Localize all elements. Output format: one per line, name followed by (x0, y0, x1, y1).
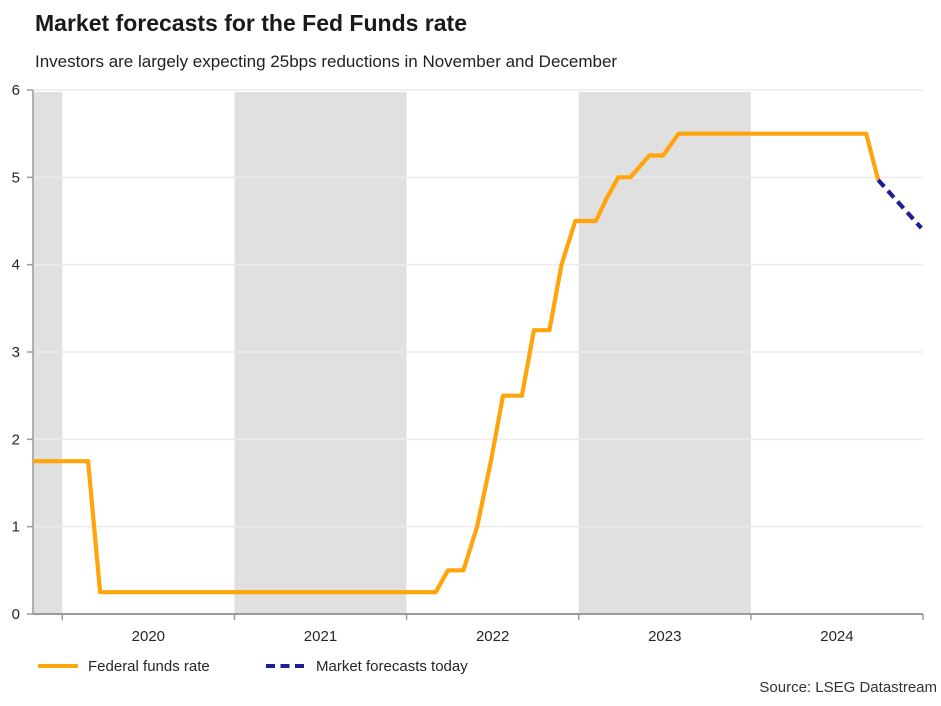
x-tick-label: 2020 (132, 628, 165, 645)
y-tick-label: 1 (12, 519, 20, 536)
x-tick-label: 2021 (304, 628, 337, 645)
legend: Federal funds rate Market forecasts toda… (0, 656, 941, 678)
page-title: Market forecasts for the Fed Funds rate (35, 10, 467, 36)
x-tick-label: 2022 (476, 628, 509, 645)
y-tick-label: 5 (12, 169, 20, 186)
legend-item-market-forecasts: Market forecasts today (266, 656, 468, 676)
dashed-line-swatch-icon (266, 664, 306, 668)
legend-label: Market forecasts today (316, 657, 468, 675)
x-tick-label: 2023 (648, 628, 681, 645)
chart-subtitle: Investors are largely expecting 25bps re… (35, 52, 618, 71)
source-attribution: Source: LSEG Datastream (759, 679, 937, 696)
series-federal-funds-rate (33, 131, 881, 595)
series-market-forecasts-today (876, 178, 923, 230)
y-tick-label: 3 (12, 344, 20, 361)
y-tick-label: 2 (12, 431, 20, 448)
y-tick-label: 6 (12, 82, 20, 99)
x-tick-label: 2024 (820, 628, 853, 645)
chart-plot: 0 1 2 3 4 5 6 2020 2021 2022 2023 2024 (12, 82, 924, 645)
y-tick-label: 0 (12, 606, 20, 623)
solid-line-swatch-icon (38, 664, 78, 668)
legend-label: Federal funds rate (88, 657, 210, 675)
legend-item-federal-funds-rate: Federal funds rate (38, 656, 210, 676)
y-tick-label: 4 (12, 257, 20, 274)
